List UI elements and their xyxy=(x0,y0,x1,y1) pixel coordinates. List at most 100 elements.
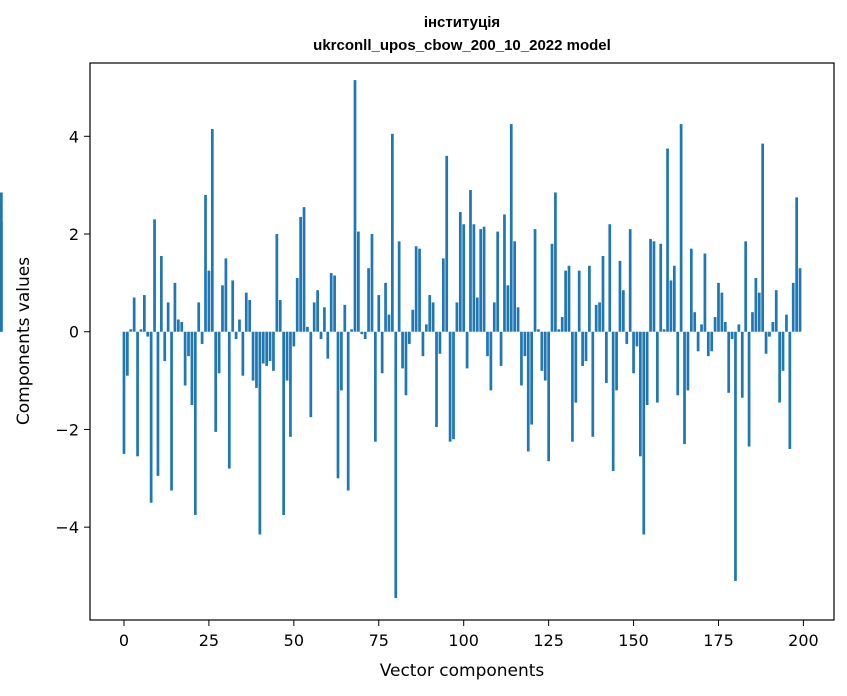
bar-160 xyxy=(666,148,669,332)
y-tick-label: −4 xyxy=(55,518,79,537)
bar-151 xyxy=(635,331,639,347)
bar-21 xyxy=(193,331,197,515)
bar-187 xyxy=(757,292,761,332)
bar-6 xyxy=(143,295,146,332)
bar-130 xyxy=(564,270,567,332)
bar-29 xyxy=(221,285,224,332)
bar-125 xyxy=(547,331,550,462)
bar-148 xyxy=(625,331,629,344)
x-tick-label: 125 xyxy=(533,631,564,650)
bar-162 xyxy=(672,265,676,332)
bar-33 xyxy=(234,331,238,340)
bar-5 xyxy=(139,329,143,332)
bar-104 xyxy=(475,297,479,332)
bar-164 xyxy=(679,124,683,332)
bar-171 xyxy=(703,253,707,332)
bar-101 xyxy=(465,331,469,369)
bar-19 xyxy=(187,331,190,357)
bar-30 xyxy=(224,258,228,332)
bar-4 xyxy=(136,331,139,457)
bar-131 xyxy=(567,265,571,332)
bar-38 xyxy=(251,331,255,381)
bar-141 xyxy=(601,256,605,332)
bar-192 xyxy=(774,290,778,332)
bar-69 xyxy=(357,231,360,332)
bar-34 xyxy=(238,319,241,332)
bar-88 xyxy=(421,331,425,357)
y-tick-label: 0 xyxy=(69,323,79,342)
bar-138 xyxy=(591,331,595,437)
x-tick-label: 25 xyxy=(199,631,219,650)
bar-91 xyxy=(431,302,435,332)
bar-2 xyxy=(129,329,133,332)
bar-139 xyxy=(594,304,598,332)
bar-98 xyxy=(455,302,459,332)
bar-57 xyxy=(316,290,319,332)
y-axis-ticks: −4 −2 0 2 4 xyxy=(55,127,90,537)
bar-129 xyxy=(560,317,564,332)
bar-163 xyxy=(676,331,680,396)
bar-199 xyxy=(798,268,802,332)
bar-105 xyxy=(479,229,483,332)
chart-title-line2: ukrconll_upos_cbow_200_10_2022 model xyxy=(313,37,611,54)
bar-134 xyxy=(577,270,581,332)
bar-157 xyxy=(655,331,659,403)
bar-27 xyxy=(214,331,218,432)
bar-102 xyxy=(469,190,472,332)
bar-83 xyxy=(404,331,408,396)
bar-166 xyxy=(686,331,690,391)
bar-111 xyxy=(499,331,503,366)
bar-121 xyxy=(533,229,537,332)
bar-161 xyxy=(669,280,673,332)
bar-44 xyxy=(272,331,275,371)
bar-96 xyxy=(448,331,452,442)
bar-191 xyxy=(771,321,775,332)
bar-49 xyxy=(289,331,292,437)
x-tick-label: 75 xyxy=(369,631,389,650)
bar-180 xyxy=(734,331,737,581)
bar-133 xyxy=(574,331,578,403)
bar-159 xyxy=(662,329,666,332)
bar-182 xyxy=(740,331,744,398)
x-axis-ticks: 0 25 50 75 100 125 150 175 200 xyxy=(119,620,819,650)
bar-60 xyxy=(326,331,330,359)
bar-186 xyxy=(754,277,758,332)
y-tick-label: 4 xyxy=(69,127,79,146)
bar-117 xyxy=(520,331,523,386)
bar-7 xyxy=(146,331,150,337)
bar-75 xyxy=(377,295,381,332)
bar-174 xyxy=(713,317,717,332)
bar-50 xyxy=(292,331,296,347)
bar-123 xyxy=(540,331,544,371)
bar-48 xyxy=(285,331,289,381)
bar-61 xyxy=(329,273,333,332)
bar-47 xyxy=(282,331,285,515)
bar-51 xyxy=(295,277,299,332)
bar-114 xyxy=(509,124,513,332)
bar-67 xyxy=(350,329,353,332)
bar-71 xyxy=(363,331,367,340)
bar-93 xyxy=(438,331,442,354)
bar-65 xyxy=(343,304,347,332)
bar-87 xyxy=(418,248,421,332)
y-tick-label: 2 xyxy=(69,225,79,244)
bar-173 xyxy=(710,331,714,352)
bar-46 xyxy=(278,299,282,332)
bar-142 xyxy=(605,331,608,384)
bar-122 xyxy=(537,329,540,332)
bar-115 xyxy=(513,241,517,332)
bar-185 xyxy=(751,312,754,332)
bar-165 xyxy=(683,331,686,445)
bar-189 xyxy=(764,331,768,354)
bar-103 xyxy=(472,224,476,332)
bar-190 xyxy=(768,331,771,337)
bar-79 xyxy=(391,133,394,332)
bar-10 xyxy=(156,331,160,476)
bar-54 xyxy=(306,326,309,332)
bar-113 xyxy=(506,285,510,332)
bar-14 xyxy=(170,331,173,491)
bar-36 xyxy=(244,292,248,332)
bar-86 xyxy=(414,246,418,332)
bar-193 xyxy=(778,331,781,403)
